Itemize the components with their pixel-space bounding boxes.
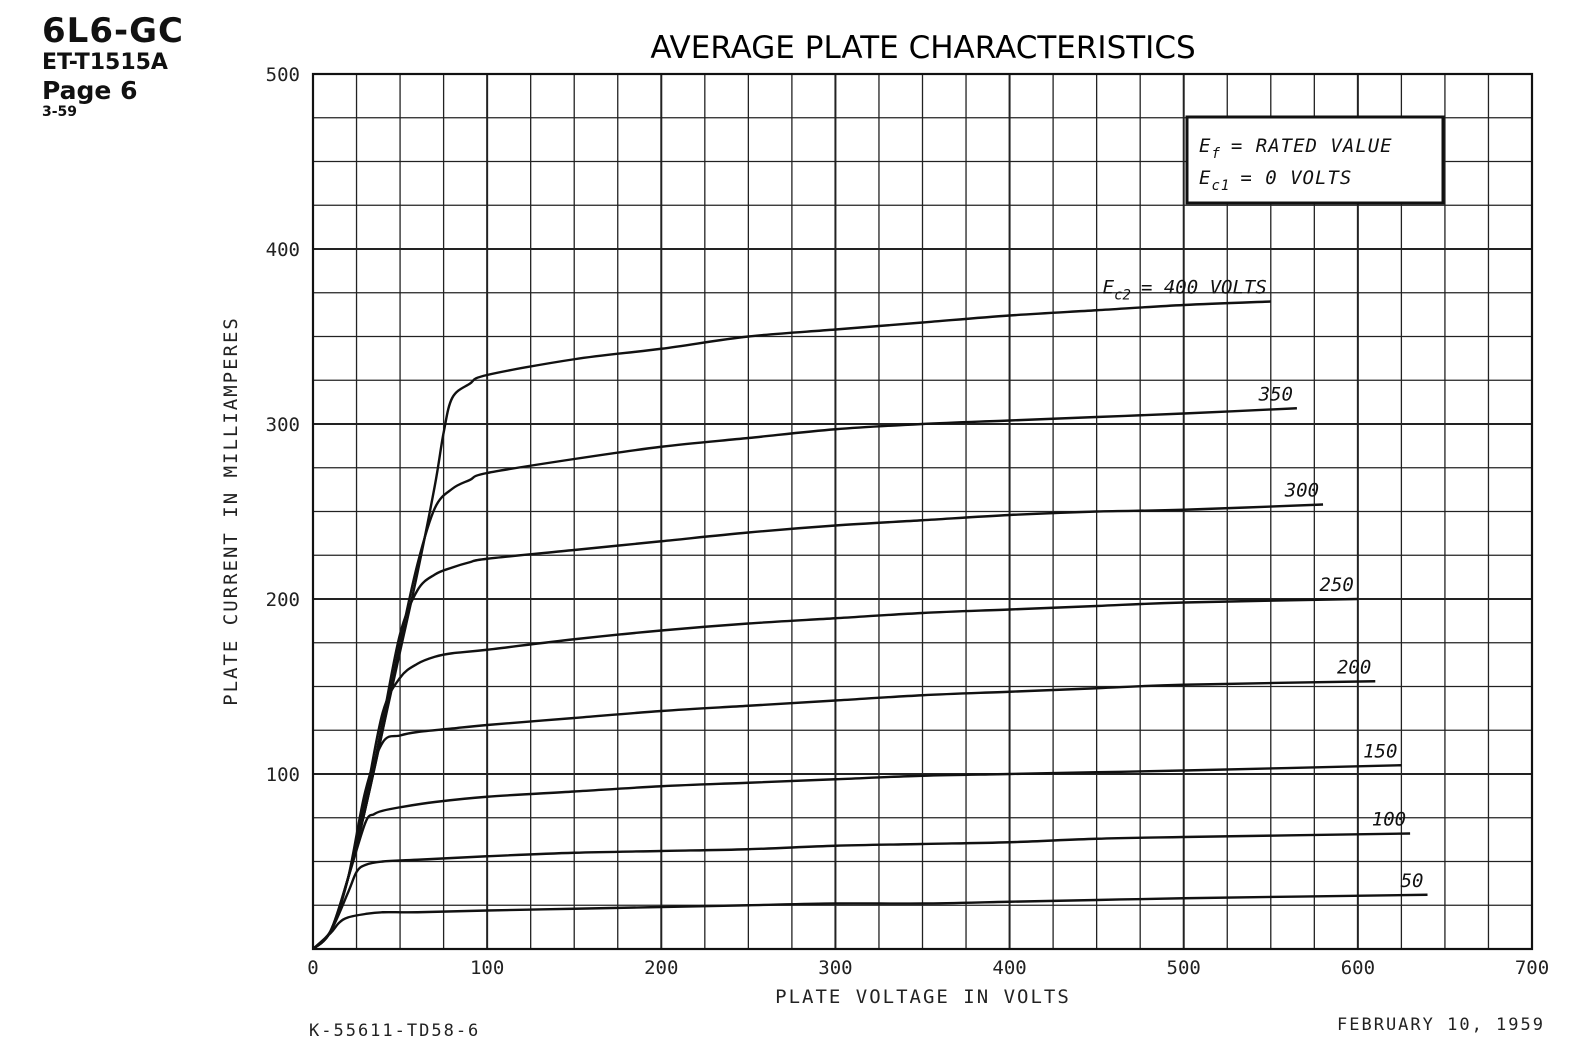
legend-line-ef: Ef = RATED VALUE: [1199, 135, 1393, 162]
x-tick-label: 700: [1515, 957, 1549, 979]
page-number: Page 6: [42, 76, 138, 105]
curve-label-ec2-100: 100: [1372, 809, 1406, 831]
curve-label-ec2-400: Ec2 = 400 VOLTS: [1103, 277, 1267, 304]
x-tick-label: 100: [470, 957, 504, 979]
x-tick-label: 400: [992, 957, 1026, 979]
y-axis-ticks: 100 200 300 400 500: [266, 64, 300, 786]
curves-group: [312, 300, 1428, 950]
curve-label-ec2-250: 250: [1320, 574, 1354, 596]
curve-ec2-350: [312, 407, 1297, 950]
x-tick-label: 0: [307, 957, 318, 979]
curve-ec2-50: [312, 893, 1428, 950]
x-axis-label: PLATE VOLTAGE IN VOLTS: [775, 986, 1071, 1008]
footer-date: FEBRUARY 10, 1959: [1337, 1015, 1545, 1035]
curve-label-ec2-350: 350: [1258, 383, 1293, 405]
legend-line-ec1: Ec1 = 0 VOLTS: [1199, 167, 1352, 194]
plot-frame: [311, 72, 1534, 951]
curve-label-ec2-50: 50: [1401, 870, 1424, 892]
tube-type: 6L6-GC: [42, 11, 184, 51]
curve-ec2-200: [312, 680, 1376, 950]
legend-frame: [1185, 115, 1445, 205]
x-axis-ticks: 0 100 200 300 400 500 600 700: [307, 957, 1549, 979]
curve-ec2-300: [312, 503, 1324, 950]
x-tick-label: 500: [1167, 957, 1201, 979]
y-axis-label: PLATE CURRENT IN MILLIAMPERES: [220, 316, 242, 706]
chart-grid: [313, 74, 1532, 949]
doc-number: ET-T1515A: [42, 50, 168, 75]
curve-label-ec2-300: 300: [1284, 480, 1319, 502]
x-tick-label: 200: [644, 957, 678, 979]
y-tick-label: 500: [266, 64, 300, 86]
curve-ec2-150: [312, 764, 1402, 950]
drawing-number: K-55611-TD58-6: [309, 1021, 480, 1041]
revision-code: 3-59: [42, 104, 78, 120]
chart-title: AVERAGE PLATE CHARACTERISTICS: [650, 30, 1195, 66]
x-tick-label: 300: [818, 957, 852, 979]
y-tick-label: 200: [266, 589, 300, 611]
curve-label-ec2-150: 150: [1363, 740, 1397, 762]
x-tick-label: 600: [1341, 957, 1375, 979]
curve-ec2-100: [312, 832, 1411, 950]
curve-label-ec2-200: 200: [1337, 656, 1371, 678]
header-block: 6L6-GC ET-T1515A Page 6 3-59: [42, 14, 184, 119]
y-tick-label: 100: [266, 764, 300, 786]
curve-labels-group: Ec2 = 400 VOLTS 350 300 250 200 150 100 50: [1103, 277, 1424, 892]
legend-box: Ef = RATED VALUE Ec1 = 0 VOLTS: [1185, 115, 1445, 205]
y-tick-label: 300: [266, 414, 300, 436]
y-tick-label: 400: [266, 239, 300, 261]
